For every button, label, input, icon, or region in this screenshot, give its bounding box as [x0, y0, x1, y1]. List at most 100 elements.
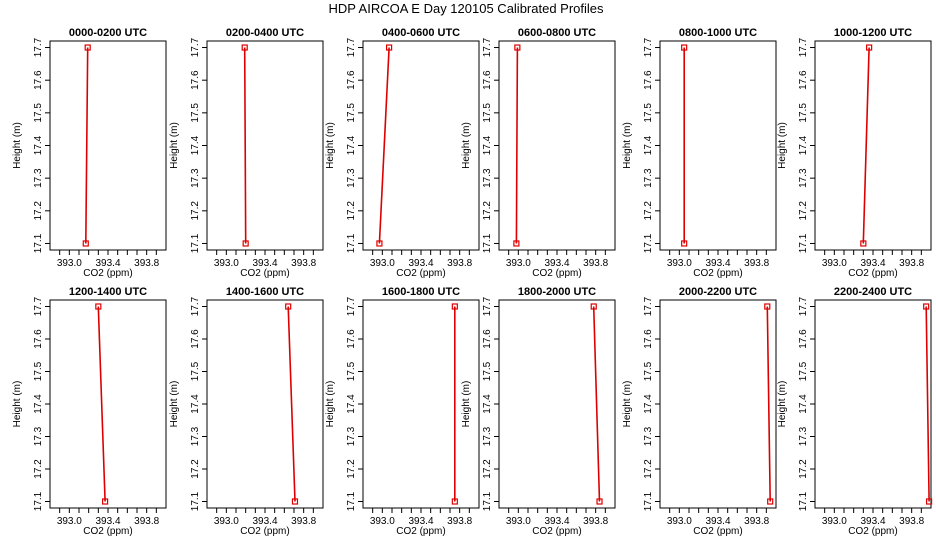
panel-title: 1600-1800 UTC: [382, 286, 460, 298]
data-point: [866, 44, 873, 51]
profile-panel: 1600-1800 UTC 393.0 393.4 393.8 17.1 17.2 17.3…: [325, 286, 480, 537]
y-tick-label: 17.3: [643, 168, 654, 188]
x-tick-label: 393.4: [860, 258, 885, 269]
y-tick-label: 17.7: [190, 37, 201, 57]
y-tick-label: 17.6: [482, 329, 493, 349]
y-tick-label: 17.5: [346, 361, 357, 381]
y-tick-label: 17.5: [33, 361, 44, 381]
panel-title: 0200-0400 UTC: [226, 27, 304, 39]
y-tick-label: 17.5: [482, 361, 493, 381]
x-tick-label: 393.0: [57, 516, 82, 527]
y-tick-label: 17.4: [798, 394, 809, 414]
x-axis-label: CO2 (ppm): [240, 526, 289, 537]
x-axis-label: CO2 (ppm): [848, 526, 897, 537]
panel-title: 0600-0800 UTC: [518, 27, 596, 39]
data-point: [596, 498, 603, 505]
y-tick-label: 17.2: [798, 459, 809, 479]
y-tick-label: 17.7: [190, 296, 201, 316]
y-tick-label: 17.1: [190, 233, 201, 253]
y-tick-label: 17.5: [798, 361, 809, 381]
x-tick-label: 393.4: [95, 258, 120, 269]
y-axis-label: Height (m): [461, 122, 472, 169]
y-tick-label: 17.3: [643, 426, 654, 446]
y-tick-label: 17.5: [190, 103, 201, 123]
y-tick-label: 17.3: [190, 426, 201, 446]
y-tick-label: 17.6: [33, 329, 44, 349]
y-tick-label: 17.4: [482, 135, 493, 155]
x-axis-label: CO2 (ppm): [532, 526, 581, 537]
y-tick-label: 17.7: [798, 37, 809, 57]
y-tick-label: 17.3: [33, 168, 44, 188]
y-tick-label: 17.1: [798, 491, 809, 511]
y-tick-label: 17.1: [346, 491, 357, 511]
data-point: [95, 303, 102, 310]
y-tick-label: 17.6: [482, 70, 493, 90]
y-tick-label: 17.3: [190, 168, 201, 188]
x-tick-label: 393.0: [667, 516, 692, 527]
y-tick-label: 17.4: [33, 135, 44, 155]
profile-line: [862, 47, 870, 244]
panel-title: 2200-2400 UTC: [834, 286, 912, 298]
data-point: [241, 44, 248, 51]
y-tick-label: 17.7: [346, 37, 357, 57]
x-tick-label: 393.8: [291, 258, 316, 269]
x-tick-label: 393.4: [544, 258, 569, 269]
y-tick-label: 17.6: [190, 70, 201, 90]
y-tick-label: 17.6: [33, 70, 44, 90]
y-tick-label: 17.5: [482, 103, 493, 123]
profile-line: [378, 47, 390, 244]
x-tick-label: 393.0: [214, 516, 239, 527]
plot-frame: [659, 299, 777, 509]
x-axis-label: CO2 (ppm): [396, 268, 445, 279]
x-tick-label: 393.0: [506, 258, 531, 269]
y-tick-label: 17.2: [643, 201, 654, 221]
y-axis-label: Height (m): [777, 381, 788, 428]
y-tick-label: 17.3: [798, 168, 809, 188]
data-point: [376, 240, 383, 247]
x-tick-label: 393.0: [822, 516, 847, 527]
x-axis-label: CO2 (ppm): [848, 268, 897, 279]
y-tick-label: 17.4: [346, 135, 357, 155]
x-tick-label: 393.0: [214, 258, 239, 269]
data-point: [451, 498, 458, 505]
panel-title: 1200-1400 UTC: [69, 286, 147, 298]
x-tick-label: 393.4: [95, 516, 120, 527]
x-tick-label: 393.0: [506, 516, 531, 527]
plot-frame: [498, 299, 616, 509]
x-axis-label: CO2 (ppm): [396, 526, 445, 537]
profile-line: [515, 47, 519, 244]
plot-frame: [49, 299, 167, 509]
x-tick-label: 393.4: [705, 258, 730, 269]
y-tick-label: 17.7: [798, 296, 809, 316]
x-tick-label: 393.8: [899, 258, 924, 269]
x-tick-label: 393.8: [134, 516, 159, 527]
y-tick-label: 17.2: [33, 201, 44, 221]
y-tick-label: 17.1: [798, 233, 809, 253]
y-tick-label: 17.7: [33, 296, 44, 316]
x-tick-label: 393.8: [291, 516, 316, 527]
profile-panel: 0600-0800 UTC 393.0 393.4 393.8 17.1 17.2 17.3…: [461, 27, 616, 279]
data-point: [84, 44, 91, 51]
y-tick-label: 17.2: [190, 459, 201, 479]
y-tick-label: 17.3: [798, 426, 809, 446]
x-axis-label: CO2 (ppm): [693, 526, 742, 537]
panel-title: 1800-2000 UTC: [518, 286, 596, 298]
y-tick-label: 17.3: [346, 426, 357, 446]
y-axis-label: Height (m): [622, 122, 633, 169]
x-tick-label: 393.8: [134, 258, 159, 269]
profile-line: [85, 47, 89, 244]
y-tick-label: 17.4: [798, 135, 809, 155]
y-tick-label: 17.1: [346, 233, 357, 253]
y-tick-label: 17.1: [190, 491, 201, 511]
x-tick-label: 393.0: [370, 516, 395, 527]
x-tick-label: 393.4: [252, 258, 277, 269]
y-tick-label: 17.7: [643, 37, 654, 57]
x-tick-label: 393.8: [583, 258, 608, 269]
data-point: [764, 303, 771, 310]
y-tick-label: 17.4: [482, 394, 493, 414]
x-tick-label: 393.8: [899, 516, 924, 527]
y-tick-label: 17.5: [346, 103, 357, 123]
data-point: [451, 303, 458, 310]
profile-line: [243, 47, 247, 244]
